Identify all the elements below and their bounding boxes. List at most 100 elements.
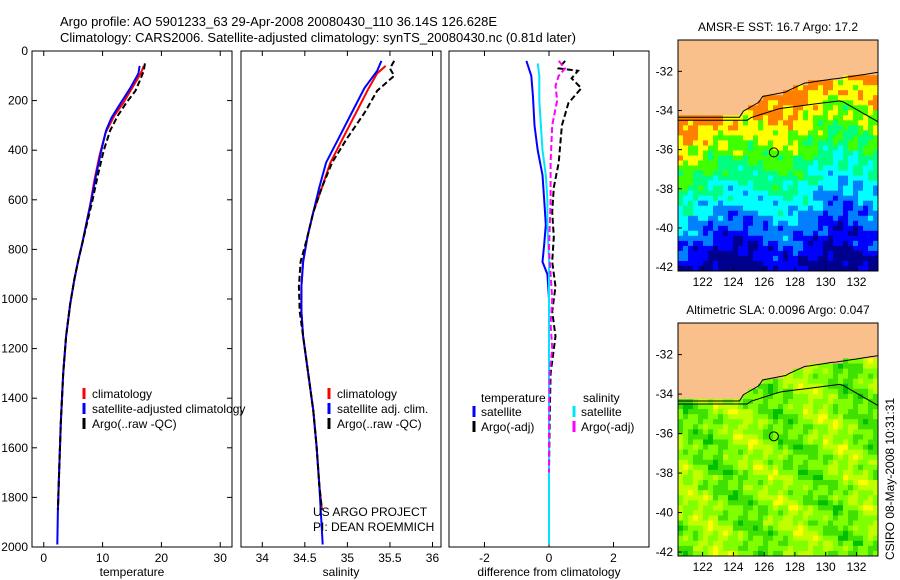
raster-cell — [813, 520, 819, 527]
raster-cell — [798, 185, 804, 192]
raster-cell — [688, 125, 694, 131]
raster-cell — [783, 480, 789, 486]
raster-cell — [728, 505, 734, 511]
raster-cell — [808, 439, 814, 446]
raster-cell — [678, 135, 684, 141]
raster-cell — [678, 160, 684, 167]
raster-cell — [838, 210, 844, 217]
raster-cell — [868, 454, 874, 461]
raster-cell — [693, 495, 699, 501]
raster-cell — [853, 505, 859, 511]
raster-cell — [788, 170, 794, 177]
raster-cell — [778, 185, 784, 192]
raster-cell — [748, 150, 754, 157]
raster-cell — [683, 525, 689, 532]
raster-cell — [773, 525, 779, 532]
raster-cell — [873, 266, 878, 271]
credit-line-2: PI: DEAN ROEMMICH — [313, 520, 434, 534]
raster-cell — [833, 160, 839, 167]
raster-cell — [813, 245, 819, 252]
raster-cell — [833, 185, 839, 192]
raster-cell — [788, 414, 794, 420]
raster-cell — [848, 459, 854, 466]
raster-cell — [748, 424, 754, 430]
raster-cell — [713, 480, 719, 486]
raster-cell — [763, 434, 769, 441]
raster-cell — [793, 444, 799, 451]
raster-cell — [863, 165, 869, 172]
y-tick-label: 1800 — [1, 490, 28, 504]
raster-cell — [808, 535, 814, 542]
raster-cell — [723, 255, 729, 262]
raster-cell — [753, 535, 759, 542]
raster-cell — [728, 230, 734, 237]
raster-cell — [853, 393, 859, 400]
raster-cell — [873, 165, 878, 172]
raster-cell — [803, 175, 809, 182]
raster-cell — [693, 424, 699, 430]
raster-cell — [873, 230, 878, 237]
raster-cell — [733, 485, 739, 491]
raster-cell — [813, 210, 819, 217]
raster-cell — [708, 225, 714, 232]
raster-cell — [713, 510, 719, 517]
raster-cell — [688, 459, 694, 466]
raster-cell — [698, 240, 704, 247]
raster-cell — [678, 510, 684, 517]
raster-cell — [788, 185, 794, 192]
raster-cell — [688, 225, 694, 232]
raster-cell — [863, 358, 869, 365]
raster-cell — [788, 190, 794, 197]
raster-cell — [833, 500, 839, 506]
raster-cell — [678, 505, 684, 511]
raster-cell — [698, 409, 704, 415]
raster-cell — [753, 464, 759, 471]
raster-cell — [683, 510, 689, 517]
raster-cell — [678, 235, 684, 242]
raster-cell — [753, 150, 759, 157]
raster-cell — [828, 195, 834, 202]
raster-cell — [738, 449, 744, 456]
raster-cell — [683, 459, 689, 466]
raster-cell — [743, 150, 749, 157]
raster-cell — [733, 404, 739, 410]
raster-cell — [873, 525, 878, 532]
raster-cell — [863, 80, 869, 86]
raster-cell — [708, 505, 714, 511]
raster-cell — [683, 210, 689, 217]
raster-cell — [778, 205, 784, 212]
raster-cell — [853, 185, 859, 192]
raster-cell — [823, 250, 829, 257]
raster-cell — [773, 190, 779, 197]
raster-cell — [848, 388, 854, 395]
raster-cell — [703, 419, 709, 425]
raster-cell — [858, 145, 864, 152]
raster-cell — [823, 424, 829, 430]
raster-cell — [803, 540, 809, 547]
raster-cell — [813, 165, 819, 172]
map-x-tick-label: 124 — [723, 275, 743, 289]
raster-cell — [693, 210, 699, 217]
raster-cell — [703, 185, 709, 192]
raster-cell — [858, 535, 864, 542]
raster-cell — [798, 120, 804, 126]
raster-cell — [838, 475, 844, 481]
raster-cell — [753, 115, 759, 121]
raster-cell — [693, 505, 699, 511]
raster-cell — [678, 429, 684, 436]
raster-cell — [733, 220, 739, 227]
raster-cell — [728, 175, 734, 182]
raster-cell — [768, 165, 774, 172]
raster-cell — [758, 495, 764, 501]
raster-cell — [833, 225, 839, 232]
raster-cell — [838, 495, 844, 501]
raster-cell — [728, 140, 734, 146]
raster-cell — [858, 393, 864, 400]
raster-cell — [838, 373, 844, 380]
raster-cell — [778, 545, 784, 552]
raster-cell — [683, 550, 689, 556]
raster-cell — [853, 215, 859, 222]
raster-cell — [758, 135, 764, 141]
raster-cell — [853, 409, 859, 415]
raster-cell — [788, 175, 794, 182]
